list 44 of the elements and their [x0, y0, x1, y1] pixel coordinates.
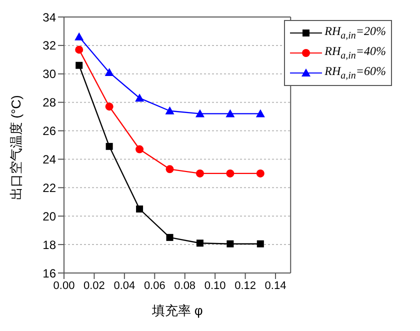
point: [196, 240, 204, 247]
x-tick-label: 0.00: [53, 280, 75, 292]
point: [195, 109, 204, 118]
point: [105, 102, 114, 111]
y-tick-label: 22: [42, 180, 56, 195]
y-tick-label: 34: [42, 10, 56, 24]
point: [135, 94, 144, 102]
point: [226, 240, 234, 248]
point: [256, 240, 264, 248]
point: [76, 62, 83, 69]
point: [166, 165, 174, 174]
x-tick-label: 0.04: [114, 280, 136, 292]
point: [196, 169, 204, 178]
y-tick-label: 18: [42, 238, 56, 252]
x-tick-label: 0.02: [84, 280, 105, 292]
point: [226, 169, 234, 178]
x-tick-label: 0.10: [204, 280, 226, 292]
point: [74, 32, 84, 40]
point: [226, 109, 235, 118]
y-tick-label: 20: [42, 209, 56, 224]
y-tick-label: 32: [42, 38, 56, 53]
y-tick-label: 28: [42, 96, 56, 110]
x-tick-label: 0.06: [144, 280, 166, 292]
legend-label: RH$_{a,in}$=20%: [324, 24, 386, 42]
x-tick-label: 0.08: [174, 280, 196, 292]
y-tick-label: 16: [42, 266, 56, 280]
point: [166, 234, 174, 241]
point: [136, 206, 144, 212]
y-tick-label: 26: [42, 124, 56, 138]
point: [75, 46, 84, 54]
point: [256, 109, 265, 118]
point: [256, 169, 264, 178]
y-tick-label: 30: [42, 67, 56, 82]
legend-label: RH$_{a,in}$=40%: [324, 44, 386, 62]
point: [165, 106, 174, 114]
y-tick-label: 24: [42, 152, 56, 166]
point: [104, 68, 114, 76]
x-axis-title: 填充率 φ: [150, 303, 203, 318]
y-axis-title: 出口空气温度 (°C): [8, 95, 24, 200]
legend-label: RH$_{a,in}$=60%: [324, 64, 386, 82]
x-tick-label: 0.14: [264, 280, 286, 292]
point: [106, 142, 113, 150]
x-tick-label: 0.12: [234, 280, 256, 292]
point: [136, 145, 144, 154]
